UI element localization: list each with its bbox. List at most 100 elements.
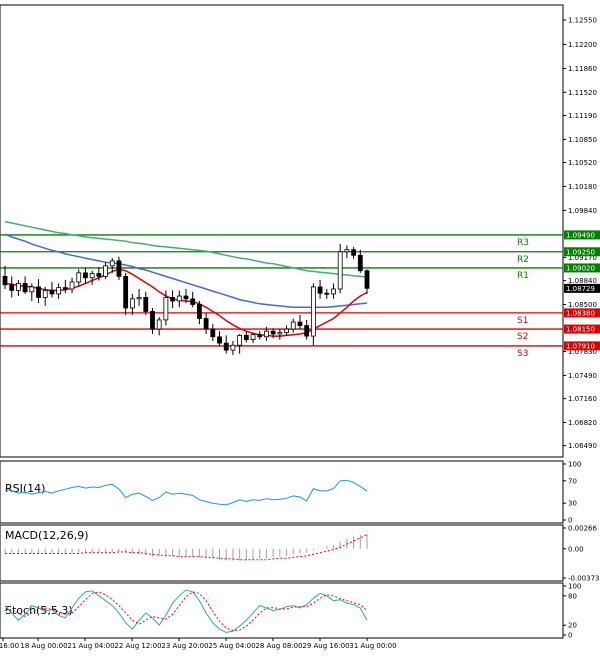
- candle-body-bear: [83, 272, 88, 279]
- time-tick-label: 28 Aug 08:00: [255, 642, 302, 650]
- candle: [317, 279, 323, 299]
- candle: [136, 289, 142, 306]
- candle-body-bull: [89, 273, 95, 279]
- level-name-s1: S1: [517, 316, 528, 326]
- candle: [2, 265, 8, 290]
- price-axis: 1.12550 1.12200 1.11860 1.11520 1.11190 1.108…: [563, 16, 597, 450]
- stoch-tick-label: 20: [568, 622, 577, 630]
- level-price-label: 1.09490: [566, 231, 595, 239]
- candle-body-bear: [150, 311, 155, 330]
- candle: [217, 331, 222, 347]
- candle-body-bear: [183, 295, 189, 300]
- candle-body-bear: [203, 318, 209, 330]
- candle: [116, 256, 122, 280]
- candle-body-bull: [163, 297, 169, 321]
- rsi-panel-frame: [0, 460, 564, 524]
- candle: [150, 307, 155, 334]
- candle-body-bear: [217, 336, 222, 344]
- candle: [9, 276, 15, 298]
- candle-body-bull: [69, 281, 75, 290]
- moving-average-ma-green: [4, 220, 368, 278]
- candle-body-bear: [324, 292, 330, 295]
- candle-body-bear: [2, 275, 8, 286]
- candle-body-bull: [277, 332, 283, 335]
- candle-body-bear: [22, 282, 28, 293]
- candle-body-bull: [129, 298, 135, 309]
- candle: [210, 324, 216, 341]
- candle: [109, 258, 115, 273]
- level-price-label: 1.09020: [566, 264, 595, 272]
- candle: [310, 283, 316, 346]
- level-price-label: 1.08150: [566, 326, 595, 334]
- pivot-levels: R3 1.09490 R2 1.09250 R1 1.09020 S1 1.08380 S2 1.…: [0, 230, 600, 359]
- level-price-box: [564, 308, 600, 318]
- candle-body-bull: [109, 260, 115, 267]
- candle-body-bear: [123, 275, 129, 309]
- rsi-tick-label: 100: [568, 461, 581, 469]
- candle-body-bear: [304, 325, 310, 337]
- candle: [203, 312, 209, 334]
- candle: [143, 291, 149, 316]
- candle: [103, 262, 108, 280]
- candle: [197, 300, 202, 325]
- rsi-axis: 100 70 30 0: [563, 461, 581, 525]
- candle: [304, 319, 310, 340]
- candle: [123, 272, 129, 316]
- candle-body-bull: [56, 287, 62, 295]
- price-tick-label: 1.11520: [568, 89, 597, 97]
- current-price-label: 1.08729: [566, 285, 595, 293]
- rsi-series: [4, 479, 368, 506]
- candle: [16, 279, 21, 297]
- candle-body-bear: [170, 297, 175, 302]
- level-name-r1: R1: [517, 271, 529, 281]
- candle: [277, 329, 283, 340]
- macd-signal-line: [5, 534, 368, 561]
- time-tick-label: 21 Aug 04:00: [67, 642, 114, 650]
- price-tick-label: 1.08840: [568, 277, 597, 285]
- time-tick-label: 23 Aug 20:00: [161, 642, 208, 650]
- time-tick-label: 18 Aug 00:00: [20, 642, 67, 650]
- time-tick-label: 16:00: [0, 642, 19, 650]
- candle-body-bull: [230, 344, 236, 351]
- candle: [324, 289, 330, 299]
- level-price-label: 1.08380: [566, 309, 595, 317]
- candle-body-bear: [364, 270, 370, 289]
- stoch-tick-label: 100: [568, 583, 581, 591]
- price-tick-label: 1.12550: [568, 16, 597, 24]
- macd-panel: MACD(12,26,9) 0.00266 0.00 -0.003739: [0, 524, 600, 583]
- candle: [223, 335, 229, 354]
- price-tick-label: 1.11860: [568, 65, 597, 73]
- level-price-box: [564, 230, 600, 240]
- candle: [264, 326, 269, 341]
- level-name-r2: R2: [517, 255, 529, 265]
- candle: [337, 244, 343, 294]
- candle: [284, 325, 289, 337]
- candle-body-bear: [96, 273, 102, 277]
- price-panel-frame: [0, 4, 564, 458]
- candle-body-bull: [250, 334, 256, 340]
- current-price-box: [564, 283, 600, 293]
- candle-body-bear: [62, 287, 68, 290]
- candle: [69, 277, 75, 294]
- stoch-series: [4, 589, 368, 634]
- candle-body-bear: [351, 249, 356, 256]
- candle: [237, 333, 243, 354]
- candle-body-bull: [103, 265, 108, 277]
- time-tick-label: 22 Aug 12:00: [114, 642, 161, 650]
- candle: [257, 331, 263, 340]
- candle-body-bear: [36, 286, 41, 298]
- candle-body-bull: [42, 290, 48, 298]
- candle-body-bear: [270, 330, 276, 335]
- level-price-box: [564, 263, 600, 273]
- candle-body-bull: [237, 334, 243, 346]
- candle: [96, 267, 102, 281]
- candle-body-bear: [197, 304, 202, 319]
- candle-body-bull: [136, 297, 142, 300]
- level-price-label: 1.09250: [566, 248, 595, 256]
- candle: [270, 328, 276, 339]
- macd-title: MACD(12,26,9): [5, 529, 89, 542]
- candle: [42, 286, 48, 306]
